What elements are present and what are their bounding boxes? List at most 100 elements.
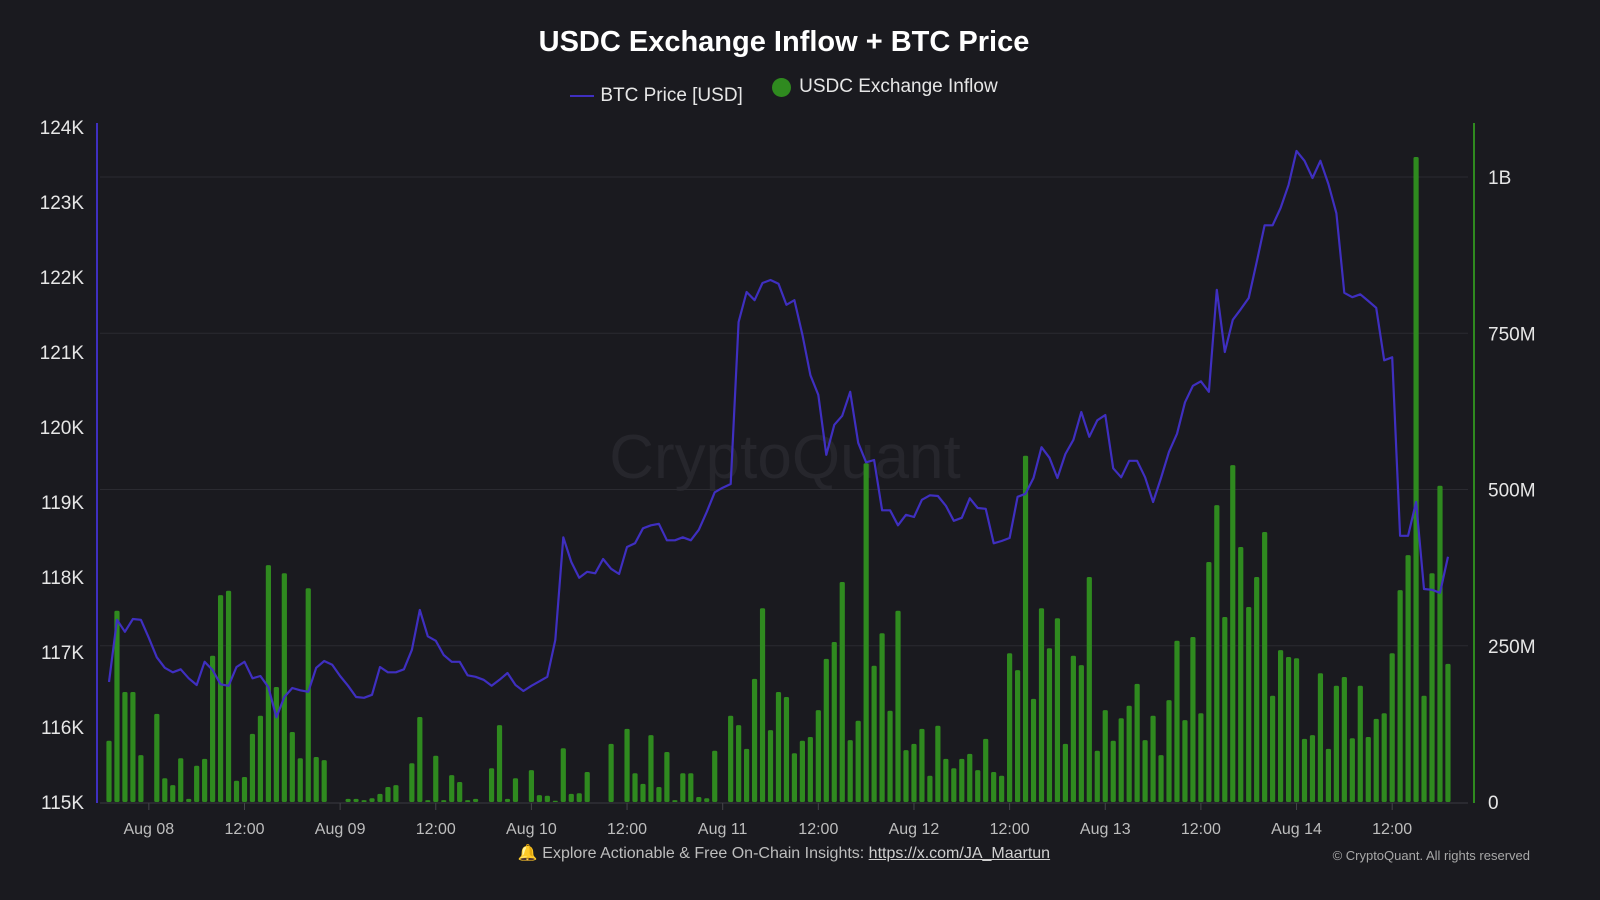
inflow-bar bbox=[751, 678, 758, 802]
inflow-bar bbox=[967, 753, 973, 802]
x-tick-label: Aug 10 bbox=[506, 821, 557, 838]
inflow-bar bbox=[1262, 532, 1268, 802]
inflow-bar bbox=[281, 573, 287, 802]
inflow-bar bbox=[608, 743, 614, 802]
inflow-bar bbox=[823, 658, 829, 802]
inflow-bar bbox=[1030, 698, 1037, 802]
inflow-bar bbox=[1094, 750, 1100, 802]
inflow-bar bbox=[975, 770, 981, 802]
inflow-bar bbox=[178, 758, 184, 802]
inflow-bar bbox=[1150, 715, 1156, 802]
inflow-bar bbox=[1349, 738, 1355, 802]
line-swatch-icon bbox=[570, 94, 595, 97]
inflow-bar bbox=[1381, 713, 1387, 802]
inflow-bar bbox=[425, 800, 431, 802]
inflow-bar bbox=[696, 797, 702, 802]
inflow-bar bbox=[664, 752, 670, 802]
x-tick-label: 12:00 bbox=[607, 821, 647, 838]
inflow-bar bbox=[1405, 555, 1411, 802]
inflow-bar bbox=[1198, 713, 1204, 802]
inflow-bar bbox=[839, 582, 845, 802]
inflow-bar bbox=[807, 737, 813, 802]
inflow-bar bbox=[353, 798, 359, 802]
inflow-bar bbox=[528, 770, 535, 802]
left-tick-label: 118K bbox=[41, 568, 84, 589]
footer: 🔔 Explore Actionable & Free On-Chain Ins… bbox=[0, 843, 1568, 863]
inflow-bar bbox=[1222, 617, 1228, 802]
inflow-bar bbox=[393, 785, 399, 802]
inflow-bar bbox=[728, 715, 734, 802]
inflow-bar bbox=[1445, 663, 1451, 802]
right-tick-label: 750M bbox=[1488, 324, 1536, 345]
inflow-bar bbox=[935, 725, 941, 802]
copyright: © CryptoQuant. All rights reserved bbox=[1332, 848, 1530, 863]
inflow-bar bbox=[138, 755, 144, 802]
inflow-bar bbox=[1230, 465, 1236, 802]
inflow-bar bbox=[233, 780, 240, 802]
inflow-bar bbox=[1293, 658, 1300, 802]
inflow-bar bbox=[1062, 743, 1068, 802]
inflow-bar bbox=[1142, 740, 1148, 802]
legend-label: BTC Price [USD] bbox=[600, 84, 743, 106]
inflow-bar bbox=[736, 725, 742, 802]
btc-price-line bbox=[107, 149, 1450, 719]
inflow-bar bbox=[1078, 665, 1084, 802]
inflow-bar bbox=[186, 798, 192, 802]
inflow-bar bbox=[441, 800, 447, 802]
inflow-bar bbox=[241, 777, 248, 802]
watermark: CryptoQuant bbox=[609, 423, 961, 492]
inflow-bar bbox=[1007, 653, 1013, 802]
inflow-bar bbox=[273, 687, 279, 802]
inflow-bar bbox=[895, 610, 901, 802]
inflow-bar bbox=[225, 590, 232, 802]
inflow-bar bbox=[951, 768, 957, 802]
legend-item-usdc-inflow[interactable]: USDC Exchange Inflow bbox=[772, 76, 998, 98]
x-tick-label: 12:00 bbox=[1181, 821, 1221, 838]
footer-link[interactable]: https://x.com/JA_Maartun bbox=[868, 845, 1051, 862]
inflow-bar bbox=[1014, 670, 1021, 802]
right-tick-label: 500M bbox=[1488, 481, 1536, 502]
inflow-bar bbox=[632, 773, 638, 802]
inflow-bar bbox=[265, 565, 271, 802]
inflow-bar bbox=[249, 733, 256, 802]
inflow-bar bbox=[1166, 700, 1172, 802]
left-tick-label: 117K bbox=[41, 643, 84, 664]
left-tick-label: 123K bbox=[40, 193, 85, 214]
inflow-bar bbox=[1126, 705, 1132, 802]
inflow-bar bbox=[552, 800, 558, 802]
inflow-bar bbox=[361, 800, 367, 802]
inflow-bar bbox=[943, 758, 949, 802]
inflow-bar bbox=[1413, 157, 1419, 802]
x-tick-label: Aug 12 bbox=[889, 821, 940, 838]
legend-item-btc-price[interactable]: BTC Price [USD] bbox=[570, 85, 743, 107]
inflow-bar bbox=[170, 785, 176, 802]
inflow-bar bbox=[1118, 718, 1124, 802]
inflow-bar bbox=[194, 765, 200, 802]
inflow-bar bbox=[999, 775, 1005, 802]
inflow-bar bbox=[1070, 655, 1076, 802]
inflow-bar bbox=[959, 758, 965, 802]
inflow-bar bbox=[504, 798, 511, 802]
x-tick-label: Aug 14 bbox=[1271, 821, 1322, 838]
inflow-bar bbox=[1397, 590, 1403, 802]
inflow-bar bbox=[648, 735, 654, 802]
inflow-bar bbox=[297, 758, 303, 802]
inflow-bar bbox=[991, 772, 997, 802]
x-tick-label: 12:00 bbox=[1372, 821, 1412, 838]
inflow-bar bbox=[1254, 577, 1260, 802]
inflow-bar bbox=[385, 787, 391, 802]
left-tick-label: 122K bbox=[40, 268, 85, 289]
inflow-bar bbox=[791, 753, 798, 802]
inflow-bar bbox=[584, 772, 590, 802]
inflow-bar bbox=[1022, 455, 1029, 802]
bell-icon: 🔔 bbox=[517, 845, 538, 862]
x-tick-label: 12:00 bbox=[990, 821, 1030, 838]
inflow-bar bbox=[783, 697, 790, 802]
inflow-bar bbox=[560, 748, 566, 802]
inflow-bar bbox=[162, 778, 168, 802]
inflow-bar bbox=[321, 760, 327, 802]
inflow-bar bbox=[114, 610, 120, 802]
inflow-bar bbox=[1110, 740, 1116, 802]
inflow-bar bbox=[1429, 573, 1435, 802]
inflow-bar bbox=[1373, 718, 1379, 802]
